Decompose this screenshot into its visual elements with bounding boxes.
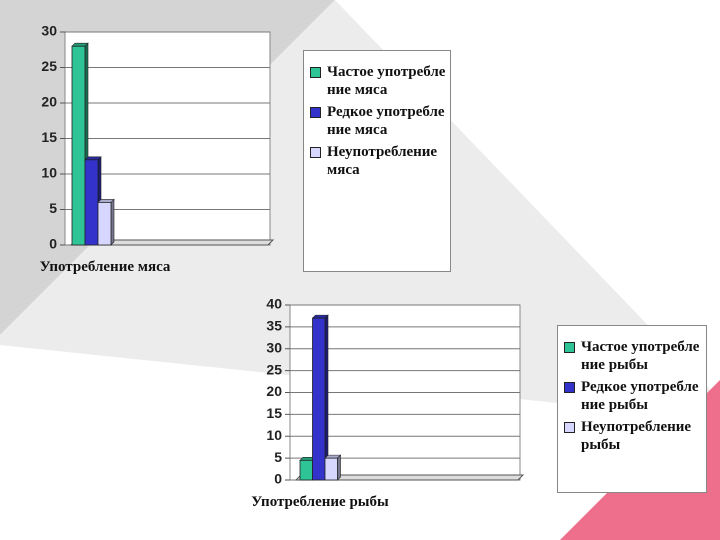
bar-top	[324, 454, 342, 459]
bar	[71, 45, 86, 246]
y-tick-label: 5	[49, 200, 57, 216]
x-category-label: Употребление мяса	[39, 259, 171, 275]
legend: Частое употребление мяса Редкое употребле…	[303, 50, 451, 272]
y-tick-label: 20	[41, 94, 57, 110]
bar	[324, 457, 338, 481]
y-tick-label: 0	[49, 236, 57, 252]
legend-item: Неупотребление рыбы	[564, 418, 702, 454]
bar	[84, 159, 99, 246]
legend-label: Редкое употребление рыбы	[581, 379, 699, 413]
legend-label: Частое употребление мяса	[327, 64, 446, 98]
y-tick-label: 0	[274, 471, 282, 487]
legend-item: Неупотребление мяса	[310, 143, 446, 179]
y-tick-label: 5	[274, 449, 282, 465]
legend-item: Редкое употребление мяса	[310, 103, 446, 139]
bar-top	[71, 42, 89, 47]
legend-item: Редкое употребление рыбы	[564, 378, 702, 414]
y-tick-label: 30	[41, 23, 57, 39]
legend-swatch	[564, 422, 575, 433]
legend-swatch	[310, 147, 321, 158]
y-tick-label: 15	[41, 129, 57, 145]
legend-item: Частое употребление мяса	[310, 63, 446, 99]
y-tick-label: 30	[266, 339, 282, 355]
legend-swatch	[310, 67, 321, 78]
y-tick-label: 35	[266, 318, 282, 334]
y-tick-label: 25	[266, 361, 282, 377]
bar-top	[97, 199, 115, 203]
y-tick-label: 20	[266, 383, 282, 399]
legend-item: Частое употребление рыбы	[564, 338, 702, 374]
bar	[312, 317, 326, 481]
y-tick-label: 40	[266, 296, 282, 312]
legend-label: Неупотребление мяса	[327, 144, 438, 178]
bar	[97, 201, 112, 246]
floor	[294, 474, 525, 481]
x-category-label: Употребление рыбы	[251, 494, 389, 510]
bar-top	[84, 156, 102, 161]
bar-side	[337, 454, 341, 481]
legend: Частое употребление рыбы Редкое употребле…	[557, 325, 707, 493]
legend-swatch	[564, 342, 575, 353]
bar-top	[311, 314, 329, 319]
bar	[299, 459, 313, 481]
legend-label: Частое употребление рыбы	[581, 339, 700, 373]
y-tick-label: 25	[41, 58, 57, 74]
y-tick-label: 10	[41, 165, 57, 181]
legend-swatch	[564, 382, 575, 393]
y-tick-label: 15	[266, 405, 282, 421]
legend-swatch	[310, 107, 321, 118]
bar-side	[110, 198, 115, 246]
legend-label: Неупотребление рыбы	[581, 419, 692, 453]
y-tick-label: 10	[266, 427, 282, 443]
legend-label: Редкое употребление мяса	[327, 104, 445, 138]
